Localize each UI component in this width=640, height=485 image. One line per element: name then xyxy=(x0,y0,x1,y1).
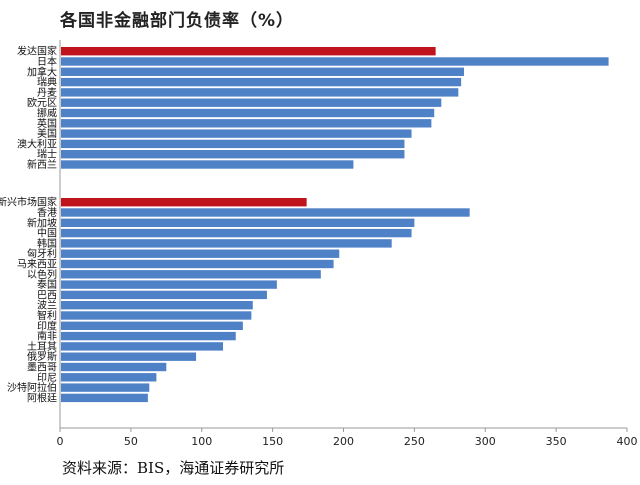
bar xyxy=(61,119,432,128)
x-tick-label: 300 xyxy=(475,435,496,448)
bar xyxy=(61,218,415,227)
x-tick-label: 250 xyxy=(404,435,425,448)
category-label: 瑞士 xyxy=(37,148,57,161)
bar xyxy=(61,249,340,258)
category-label: 阿根廷 xyxy=(27,391,57,404)
x-tick-label: 0 xyxy=(57,435,64,448)
category-label: 新兴市场国家 xyxy=(0,196,57,209)
bar xyxy=(61,108,435,118)
bar xyxy=(61,198,307,207)
source-note: 资料来源：BIS，海通证券研究所 xyxy=(62,459,285,477)
category-label: 以色列 xyxy=(27,268,57,281)
bar xyxy=(61,393,148,403)
bar xyxy=(61,270,321,279)
category-label: 南非 xyxy=(37,330,57,343)
x-tick-label: 50 xyxy=(124,435,138,448)
x-tick-label: 100 xyxy=(191,435,212,448)
bar xyxy=(61,150,405,159)
bar xyxy=(61,228,412,238)
category-label: 中国 xyxy=(37,227,57,240)
bar xyxy=(61,129,412,138)
category-label: 匈牙利 xyxy=(27,247,57,260)
bar xyxy=(61,88,459,97)
category-label: 印尼 xyxy=(37,372,57,384)
bar xyxy=(61,208,470,217)
category-label: 土耳其 xyxy=(27,340,57,353)
bar xyxy=(61,383,150,392)
category-label: 泰国 xyxy=(37,278,57,291)
category-label: 日本 xyxy=(37,55,57,68)
bar xyxy=(61,239,392,248)
category-label: 澳大利亚 xyxy=(17,137,57,150)
category-label: 英国 xyxy=(37,117,57,130)
bar xyxy=(61,321,243,330)
bar xyxy=(61,280,277,289)
category-label: 发达国家 xyxy=(17,45,57,58)
chart-title: 各国非金融部门负债率（%） xyxy=(60,11,295,31)
bar xyxy=(61,259,334,269)
bar xyxy=(61,301,253,310)
category-label: 挪威 xyxy=(37,107,57,120)
category-label: 巴西 xyxy=(37,289,57,301)
bar xyxy=(61,98,442,107)
bar xyxy=(61,373,157,382)
category-label: 沙特阿拉伯 xyxy=(7,381,57,394)
category-label: 丹麦 xyxy=(37,87,57,99)
category-label: 马来西亚 xyxy=(17,259,57,271)
bar xyxy=(61,342,224,351)
category-label: 韩国 xyxy=(37,237,57,250)
category-label: 智利 xyxy=(37,309,57,322)
category-label: 瑞典 xyxy=(37,76,57,89)
x-tick-label: 350 xyxy=(546,435,567,448)
bar xyxy=(61,331,236,341)
bar xyxy=(61,362,167,372)
bar xyxy=(61,311,252,320)
category-label: 美国 xyxy=(37,127,57,140)
category-label: 墨西哥 xyxy=(27,362,57,374)
bar xyxy=(61,352,197,361)
x-tick-label: 200 xyxy=(333,435,354,448)
bar xyxy=(61,290,267,300)
bar xyxy=(61,77,462,87)
category-label: 印度 xyxy=(37,319,57,332)
x-tick-label: 150 xyxy=(262,435,283,448)
category-label: 波兰 xyxy=(37,299,57,312)
bar xyxy=(61,57,609,66)
category-label: 俄罗斯 xyxy=(27,350,57,363)
category-label: 新加坡 xyxy=(27,216,57,229)
x-tick-label: 400 xyxy=(617,435,638,448)
category-label: 香港 xyxy=(37,207,57,219)
bar xyxy=(61,160,354,169)
category-label: 欧元区 xyxy=(27,97,57,109)
category-label: 新西兰 xyxy=(27,158,57,171)
category-label: 加拿大 xyxy=(27,65,57,78)
bar xyxy=(61,47,436,56)
bar xyxy=(61,139,405,149)
bar xyxy=(61,67,464,76)
